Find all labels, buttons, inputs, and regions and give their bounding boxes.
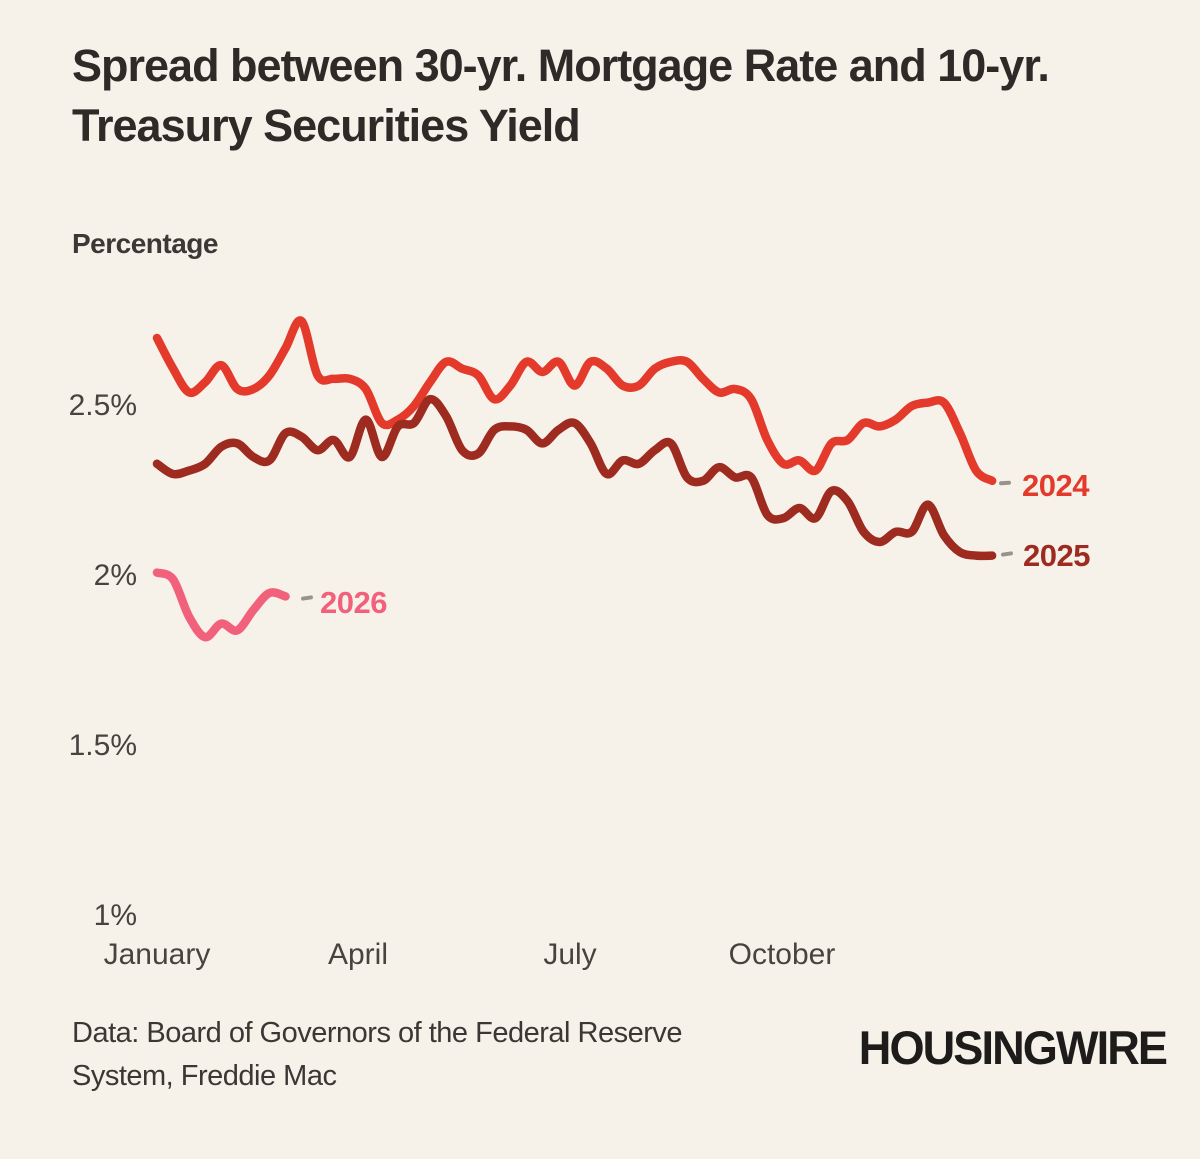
x-axis-tick-label: July — [543, 938, 597, 971]
chart-title-line1: Spread between 30-yr. Mortgage Rate and … — [72, 40, 1050, 91]
y-axis-tick-label: 2.5% — [68, 389, 137, 422]
x-axis-tick-label: January — [103, 938, 211, 971]
y-axis-title: Percentage — [72, 228, 218, 259]
series-label-2025: 2025 — [1023, 538, 1090, 573]
series-line-2024 — [152, 316, 997, 486]
data-source-line1: Data: Board of Governors of the Federal … — [72, 1017, 682, 1049]
series-endpoint-tick-2025 — [1000, 551, 1014, 557]
y-axis-tick-label: 1.5% — [68, 729, 137, 762]
housingwire-logo: HOUSINGWIRE — [858, 1021, 1168, 1074]
data-source-note: Data: Board of Governors of the Federal … — [72, 1012, 682, 1098]
y-axis-tick-label: 1% — [93, 899, 137, 932]
x-axis-tick-label: April — [327, 938, 388, 971]
x-axis-tick-label: October — [728, 938, 836, 971]
y-axis-tick-label: 2% — [93, 559, 137, 592]
chart-title-line2: Treasury Securities Yield — [72, 100, 581, 151]
chart-title: Spread between 30-yr. Mortgage Rate and … — [72, 36, 1142, 156]
data-source-line2: System, Freddie Mac — [72, 1060, 337, 1092]
series-label-2026: 2026 — [320, 585, 387, 620]
series-line-2026 — [152, 568, 290, 642]
series-label-2024: 2024 — [1022, 468, 1089, 503]
series-endpoint-tick-2026 — [300, 595, 314, 601]
series-endpoint-tick-2024 — [998, 480, 1012, 486]
series-line-2025 — [152, 394, 997, 561]
